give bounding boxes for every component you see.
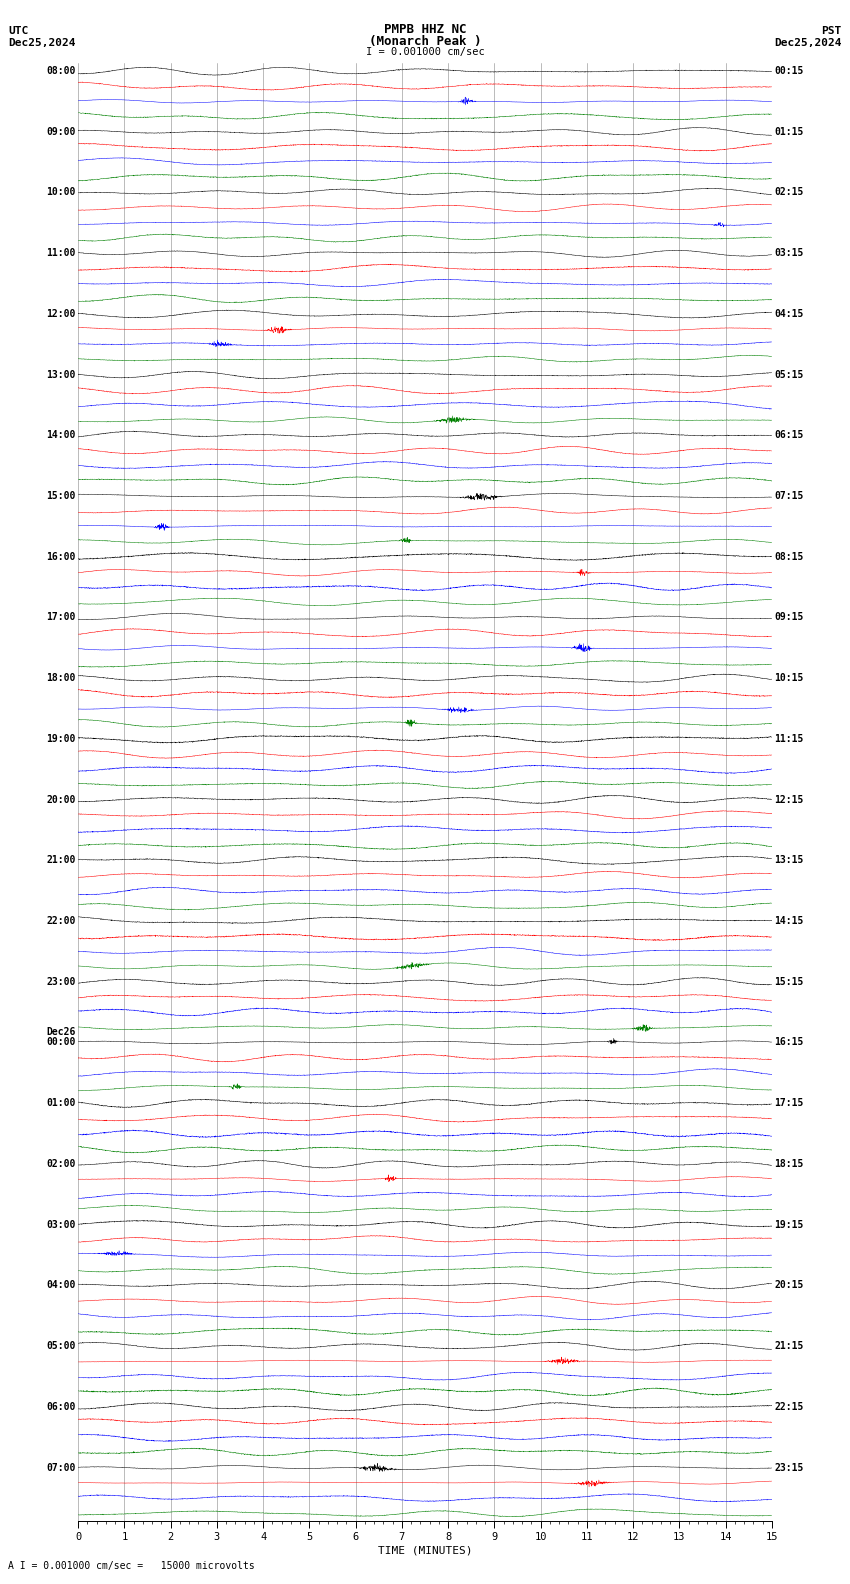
Text: 18:15: 18:15 [774, 1159, 804, 1169]
Text: 00:15: 00:15 [774, 67, 804, 76]
Text: 20:00: 20:00 [46, 795, 76, 805]
Text: UTC: UTC [8, 25, 29, 35]
Text: 14:00: 14:00 [46, 431, 76, 440]
Text: 21:00: 21:00 [46, 855, 76, 865]
Text: (Monarch Peak ): (Monarch Peak ) [369, 35, 481, 48]
Text: 08:15: 08:15 [774, 551, 804, 562]
Text: Dec25,2024: Dec25,2024 [774, 38, 842, 48]
Text: 07:15: 07:15 [774, 491, 804, 501]
Text: 14:15: 14:15 [774, 916, 804, 927]
Text: 23:00: 23:00 [46, 977, 76, 987]
Text: 02:15: 02:15 [774, 187, 804, 198]
Text: 18:00: 18:00 [46, 673, 76, 683]
Text: 03:00: 03:00 [46, 1220, 76, 1229]
Text: 16:15: 16:15 [774, 1038, 804, 1047]
Text: 16:00: 16:00 [46, 551, 76, 562]
Text: 05:00: 05:00 [46, 1342, 76, 1351]
Text: 22:15: 22:15 [774, 1402, 804, 1411]
Text: 17:15: 17:15 [774, 1098, 804, 1109]
Text: 15:00: 15:00 [46, 491, 76, 501]
Text: 09:15: 09:15 [774, 613, 804, 623]
X-axis label: TIME (MINUTES): TIME (MINUTES) [377, 1546, 473, 1555]
Text: 01:15: 01:15 [774, 127, 804, 136]
Text: 01:00: 01:00 [46, 1098, 76, 1109]
Text: 07:00: 07:00 [46, 1462, 76, 1473]
Text: 06:00: 06:00 [46, 1402, 76, 1411]
Text: A I = 0.001000 cm/sec =   15000 microvolts: A I = 0.001000 cm/sec = 15000 microvolts [8, 1562, 255, 1571]
Text: 10:15: 10:15 [774, 673, 804, 683]
Text: 23:15: 23:15 [774, 1462, 804, 1473]
Text: 13:00: 13:00 [46, 369, 76, 380]
Text: 02:00: 02:00 [46, 1159, 76, 1169]
Text: 08:00: 08:00 [46, 67, 76, 76]
Text: 17:00: 17:00 [46, 613, 76, 623]
Text: 12:00: 12:00 [46, 309, 76, 318]
Text: 19:15: 19:15 [774, 1220, 804, 1229]
Text: 10:00: 10:00 [46, 187, 76, 198]
Text: Dec25,2024: Dec25,2024 [8, 38, 76, 48]
Text: 20:15: 20:15 [774, 1280, 804, 1291]
Text: PST: PST [821, 25, 842, 35]
Text: PMPB HHZ NC: PMPB HHZ NC [383, 22, 467, 35]
Text: 11:00: 11:00 [46, 249, 76, 258]
Text: 21:15: 21:15 [774, 1342, 804, 1351]
Text: 06:15: 06:15 [774, 431, 804, 440]
Text: 22:00: 22:00 [46, 916, 76, 927]
Text: 03:15: 03:15 [774, 249, 804, 258]
Text: 13:15: 13:15 [774, 855, 804, 865]
Text: Dec26: Dec26 [46, 1026, 76, 1038]
Text: 00:00: 00:00 [46, 1038, 76, 1047]
Text: 09:00: 09:00 [46, 127, 76, 136]
Text: 15:15: 15:15 [774, 977, 804, 987]
Text: I = 0.001000 cm/sec: I = 0.001000 cm/sec [366, 48, 484, 57]
Text: 05:15: 05:15 [774, 369, 804, 380]
Text: 04:15: 04:15 [774, 309, 804, 318]
Text: 11:15: 11:15 [774, 733, 804, 744]
Text: 12:15: 12:15 [774, 795, 804, 805]
Text: 19:00: 19:00 [46, 733, 76, 744]
Text: 04:00: 04:00 [46, 1280, 76, 1291]
